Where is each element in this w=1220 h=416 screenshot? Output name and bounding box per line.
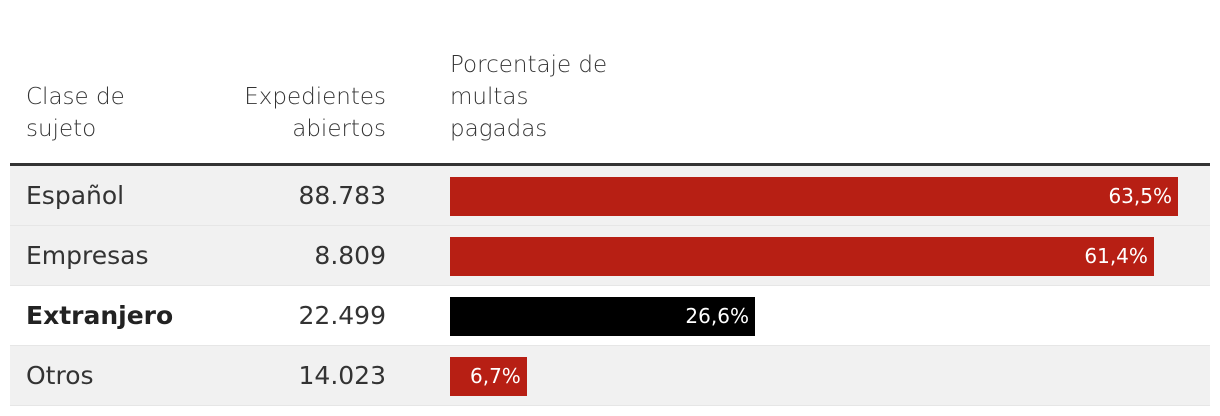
row-category: Otros	[26, 361, 94, 390]
table-row: Empresas 8.809 61,4%	[10, 226, 1210, 286]
row-category: Español	[26, 181, 125, 210]
table-row: Otros 14.023 6,7%	[10, 346, 1210, 406]
data-table: Clase de sujeto Expedientes abiertos Por…	[10, 0, 1210, 406]
bar: 61,4%	[450, 237, 1154, 276]
bar: 63,5%	[450, 177, 1178, 216]
table-row: Español 88.783 63,5%	[10, 166, 1210, 226]
table-header: Clase de sujeto Expedientes abiertos Por…	[10, 0, 1210, 166]
bar-area: 63,5%	[450, 166, 1210, 225]
row-category: Empresas	[26, 241, 149, 270]
bar-area: 26,6%	[450, 286, 1210, 345]
bar: 26,6%	[450, 297, 755, 336]
row-expedientes: 22.499	[298, 301, 386, 330]
header-expedientes-abiertos: Expedientes abiertos	[244, 84, 386, 142]
row-expedientes: 14.023	[298, 361, 386, 390]
row-category: Extranjero	[26, 301, 174, 330]
bar: 6,7%	[450, 357, 527, 396]
header-clase-de-sujeto: Clase de sujeto	[26, 84, 125, 142]
row-expedientes: 88.783	[298, 181, 386, 210]
bar-area: 61,4%	[450, 226, 1210, 285]
bar-area: 6,7%	[450, 346, 1210, 405]
table-row: Extranjero 22.499 26,6%	[10, 286, 1210, 346]
row-expedientes: 8.809	[314, 241, 386, 270]
header-porcentaje-multas-pagadas: Porcentaje de multas pagadas	[450, 52, 608, 142]
